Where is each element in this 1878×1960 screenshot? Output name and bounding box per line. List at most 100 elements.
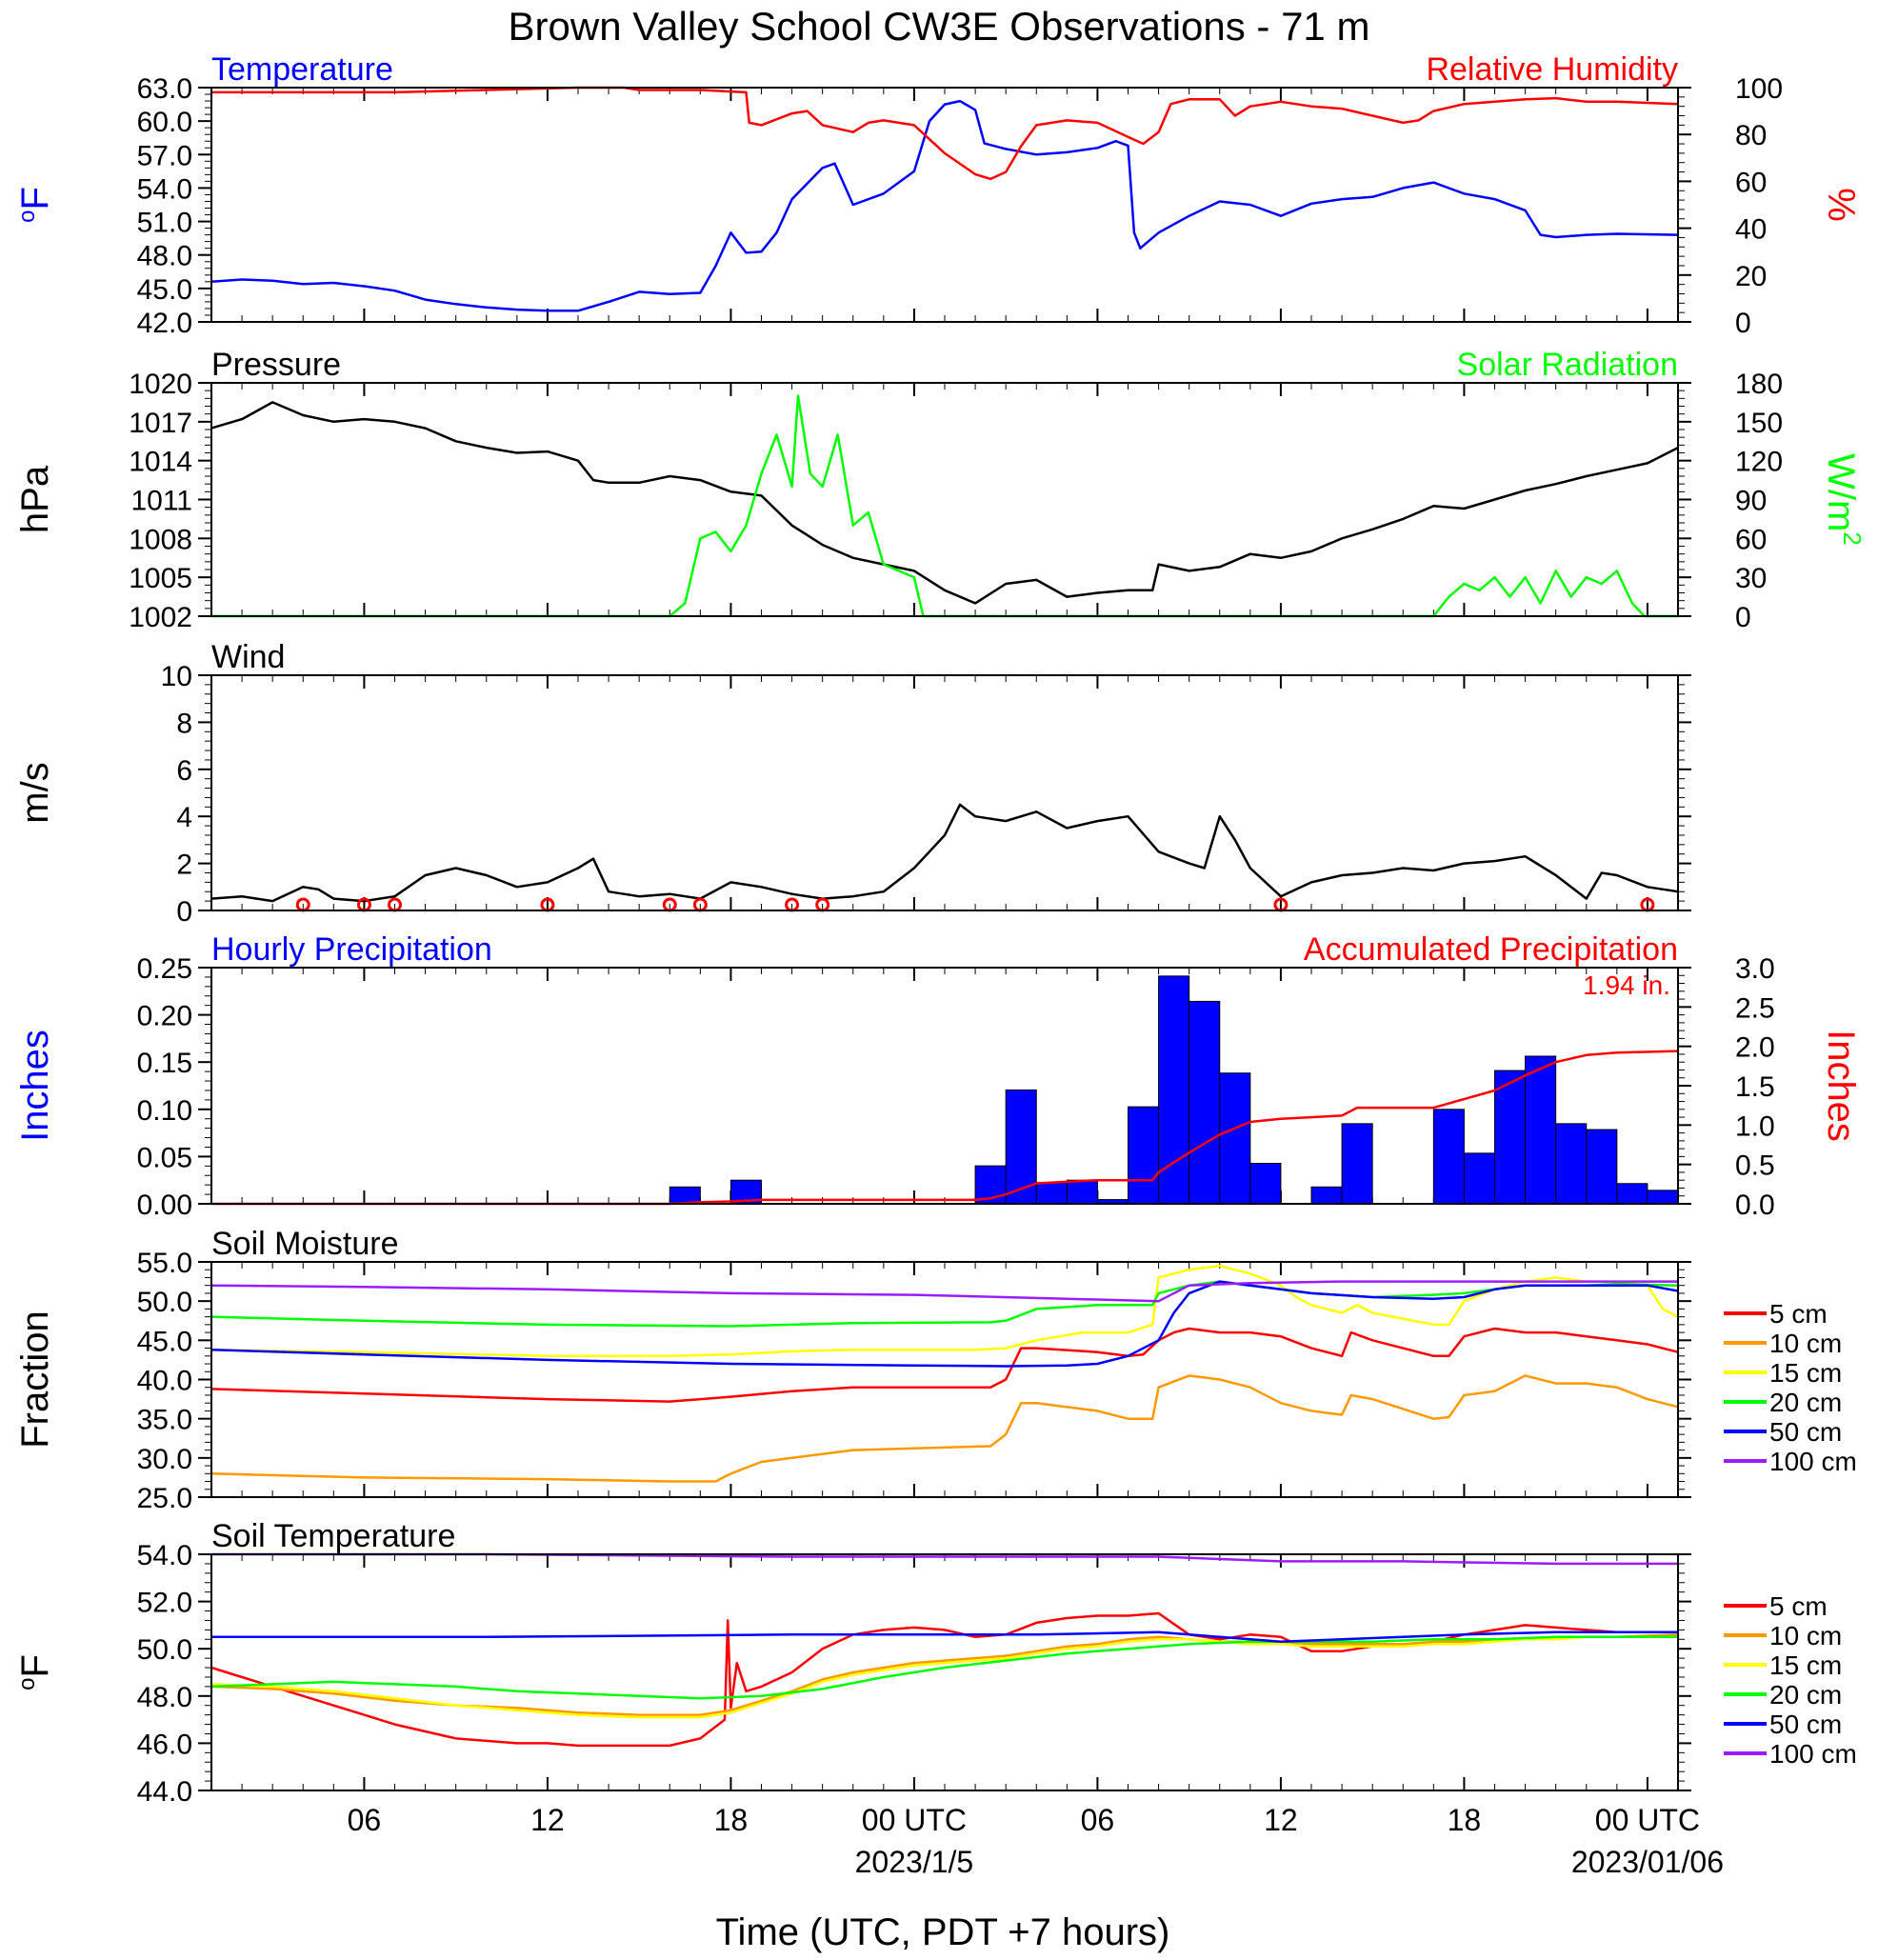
series-line-5-cm <box>210 1327 1679 1403</box>
y-tick-label-left: 30.0 <box>137 1444 192 1475</box>
y-tick-label-right: 100 <box>1735 73 1783 105</box>
y-axis-label-left-text: Inches <box>14 1030 56 1142</box>
precip-bar <box>1647 1190 1679 1205</box>
panel-frame <box>210 382 1679 617</box>
legend-label: 5 cm <box>1769 1299 1828 1329</box>
y-tick-label-left: 35.0 <box>137 1405 192 1436</box>
precip-bar <box>1249 1162 1282 1205</box>
panel-pressure_solar: Pressure Solar Radiation 1002 1005 1008 1011 1… <box>14 347 1867 633</box>
y-tick-label-right: 3.0 <box>1735 953 1775 985</box>
panel-precip: Hourly Precipitation Accumulated Precipit… <box>14 931 1862 1221</box>
panel-title-left: Hourly Precipitation <box>211 931 492 968</box>
series-line-10-cm <box>210 1374 1679 1483</box>
y-tick-label-right: 20 <box>1735 261 1767 292</box>
y-tick-label-left: 44.0 <box>137 1776 192 1808</box>
y-tick-label-left: 48.0 <box>137 1682 192 1713</box>
precip-bar <box>1128 1106 1160 1205</box>
y-tick-label-right: 0 <box>1735 308 1751 339</box>
y-tick-label-right: 1.0 <box>1735 1110 1775 1142</box>
y-tick-label-left: 1011 <box>130 486 192 517</box>
panel-title-right: Accumulated Precipitation <box>1304 931 1678 968</box>
panel-frame <box>210 1261 1679 1498</box>
y-axis-label-left-text: Fraction <box>14 1310 56 1449</box>
y-tick-label-left: 45.0 <box>137 1326 192 1357</box>
precip-bar <box>1341 1123 1373 1205</box>
y-tick-label-right: 180 <box>1735 369 1783 400</box>
y-axis-label-right-text: % <box>1820 188 1862 222</box>
y-tick-label-right: 40 <box>1735 214 1767 246</box>
y-tick-label-left: 40.0 <box>137 1366 192 1397</box>
y-tick-label-left: 60.0 <box>137 107 192 138</box>
y-tick-label-left: 1017 <box>129 408 192 439</box>
y-tick-label-right: 2.0 <box>1735 1032 1775 1064</box>
y-tick-label-left: 0.05 <box>137 1142 192 1173</box>
y-tick-label-left: 0 <box>176 896 192 928</box>
y-tick-label-left: 10 <box>161 661 192 692</box>
y-tick-label-right: 2.5 <box>1735 992 1775 1024</box>
panel-frame <box>210 674 1679 911</box>
x-date-label: 2023/01/06 <box>1571 1845 1724 1879</box>
series-line-15-cm <box>210 1264 1679 1358</box>
panel-title-left: Wind <box>211 639 285 675</box>
precip-bar <box>1432 1109 1465 1205</box>
y-tick-label-left: 6 <box>176 755 192 787</box>
y-tick-label-left: 1005 <box>129 563 192 594</box>
precip-bar <box>1586 1129 1618 1205</box>
y-tick-label-left: 46.0 <box>137 1729 192 1760</box>
y-tick-label-right: 150 <box>1735 408 1783 439</box>
precip-bar <box>1463 1152 1495 1205</box>
y-tick-label-left: 48.0 <box>137 241 192 272</box>
y-tick-label-left: 0.20 <box>137 1001 192 1032</box>
x-axis-label: Time (UTC, PDT +7 hours) <box>716 1911 1170 1953</box>
x-axis: 06 12 18 00 UTC 2023/1/5 06 12 18 00 UTC 2023/01/… <box>348 1803 1724 1879</box>
y-tick-label-left: 54.0 <box>137 1540 192 1571</box>
series-line-temperature <box>210 99 1679 312</box>
series-line-wind <box>210 803 1679 903</box>
y-axis-label-left: hPa <box>14 465 56 533</box>
y-tick-label-left: 42.0 <box>137 308 192 339</box>
chart-title: Brown Valley School CW3E Observations - … <box>509 4 1370 49</box>
precip-bar <box>1035 1182 1068 1205</box>
precip-bar <box>1066 1179 1098 1205</box>
y-tick-label-left: 1020 <box>129 369 192 400</box>
legend-label: 100 cm <box>1769 1447 1857 1476</box>
y-tick-label-left: 55.0 <box>137 1248 192 1279</box>
y-tick-label-left: 54.0 <box>137 173 192 205</box>
y-tick-label-left: 4 <box>176 802 192 833</box>
y-tick-label-right: 60 <box>1735 167 1767 198</box>
panel-title-left: Soil Temperature <box>211 1518 455 1554</box>
legend-label: 100 cm <box>1769 1739 1857 1769</box>
panel-frame <box>210 1553 1679 1791</box>
y-axis-label-left-text: oF <box>14 187 56 223</box>
precip-bar <box>1005 1089 1037 1205</box>
x-tick-label: 18 <box>1448 1803 1482 1837</box>
panel-title-right: Relative Humidity <box>1426 51 1678 88</box>
y-tick-label-left: 50.0 <box>137 1634 192 1666</box>
y-tick-label-right: 120 <box>1735 447 1783 478</box>
x-tick-label: 00 UTC <box>1595 1803 1700 1837</box>
y-tick-label-right: 0 <box>1735 602 1751 633</box>
y-axis-label-right: W/m2 <box>1820 453 1867 546</box>
y-axis-label-right-text: W/m2 <box>1820 453 1867 546</box>
x-tick-label: 12 <box>1264 1803 1298 1837</box>
precip-bar <box>1310 1186 1343 1205</box>
legend-label: 50 cm <box>1769 1417 1842 1447</box>
legend-label: 10 cm <box>1769 1621 1842 1650</box>
precip-bar <box>1219 1072 1251 1205</box>
x-tick-label: 00 UTC <box>862 1803 967 1837</box>
precip-bar <box>1555 1123 1588 1205</box>
series-line-50-cm <box>210 1280 1679 1368</box>
series-line-20-cm <box>210 1635 1678 1700</box>
panel-frame <box>210 87 1679 323</box>
y-tick-label-right: 80 <box>1735 120 1767 151</box>
y-axis-label-right-text: Inches <box>1820 1030 1862 1142</box>
panel-frame <box>210 967 1679 1205</box>
legend-label: 5 cm <box>1769 1591 1828 1621</box>
y-tick-label-right: 60 <box>1735 524 1767 555</box>
y-tick-label-left: 63.0 <box>137 73 192 105</box>
series-line-relative-humidity <box>211 86 1679 181</box>
y-tick-label-right: 0.0 <box>1735 1190 1775 1221</box>
legend-label: 10 cm <box>1769 1329 1842 1358</box>
y-tick-label-left: 45.0 <box>137 274 192 306</box>
